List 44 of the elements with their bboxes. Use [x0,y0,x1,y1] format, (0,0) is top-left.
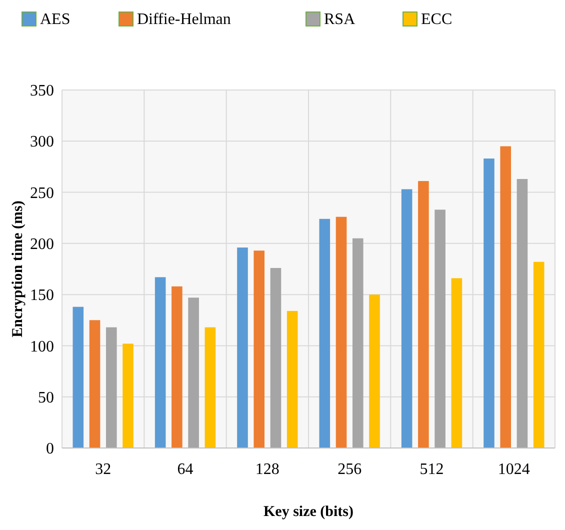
x-tick-label: 512 [420,461,444,478]
bar [270,268,282,448]
legend-label: Diffie-Helman [137,11,231,28]
bar [516,178,528,448]
bar [154,277,166,448]
bar [286,310,298,448]
x-tick-label: 32 [95,461,112,478]
bar [401,189,412,448]
bar [484,158,494,448]
bar [418,181,429,448]
y-tick-label: 250 [30,184,54,202]
bar [319,218,330,448]
y-tick-label: 50 [38,389,54,406]
bar [89,320,100,448]
bar [500,146,512,448]
bar [533,262,544,448]
bar [237,248,248,448]
legend-label: ECC [421,11,452,28]
bar [188,298,199,448]
bar [369,294,380,448]
bar [451,278,462,448]
bar [122,344,134,448]
bar [204,327,216,448]
bar [352,238,364,448]
bar [172,286,182,448]
bar [434,210,446,448]
y-tick-label: 0 [46,440,54,458]
y-tick-label: 200 [30,236,54,254]
y-tick-label: 100 [30,338,54,356]
x-tick-label: 1024 [498,461,530,478]
x-tick-label: 64 [177,461,194,478]
bar [72,306,84,448]
bar [336,216,347,448]
y-tick-label: 350 [30,82,54,100]
y-tick-label: 150 [30,287,54,304]
y-tick-label: 300 [30,134,54,151]
bar [106,327,117,448]
x-tick-label: 256 [338,461,362,478]
x-axis-title: Key size (bits) [264,504,354,520]
x-tick-label: 128 [255,461,280,478]
y-axis-title: Encryption time (ms) [10,200,26,338]
bar [254,250,265,448]
legend-label: AES [40,11,70,28]
legend-label: RSA [324,11,356,28]
